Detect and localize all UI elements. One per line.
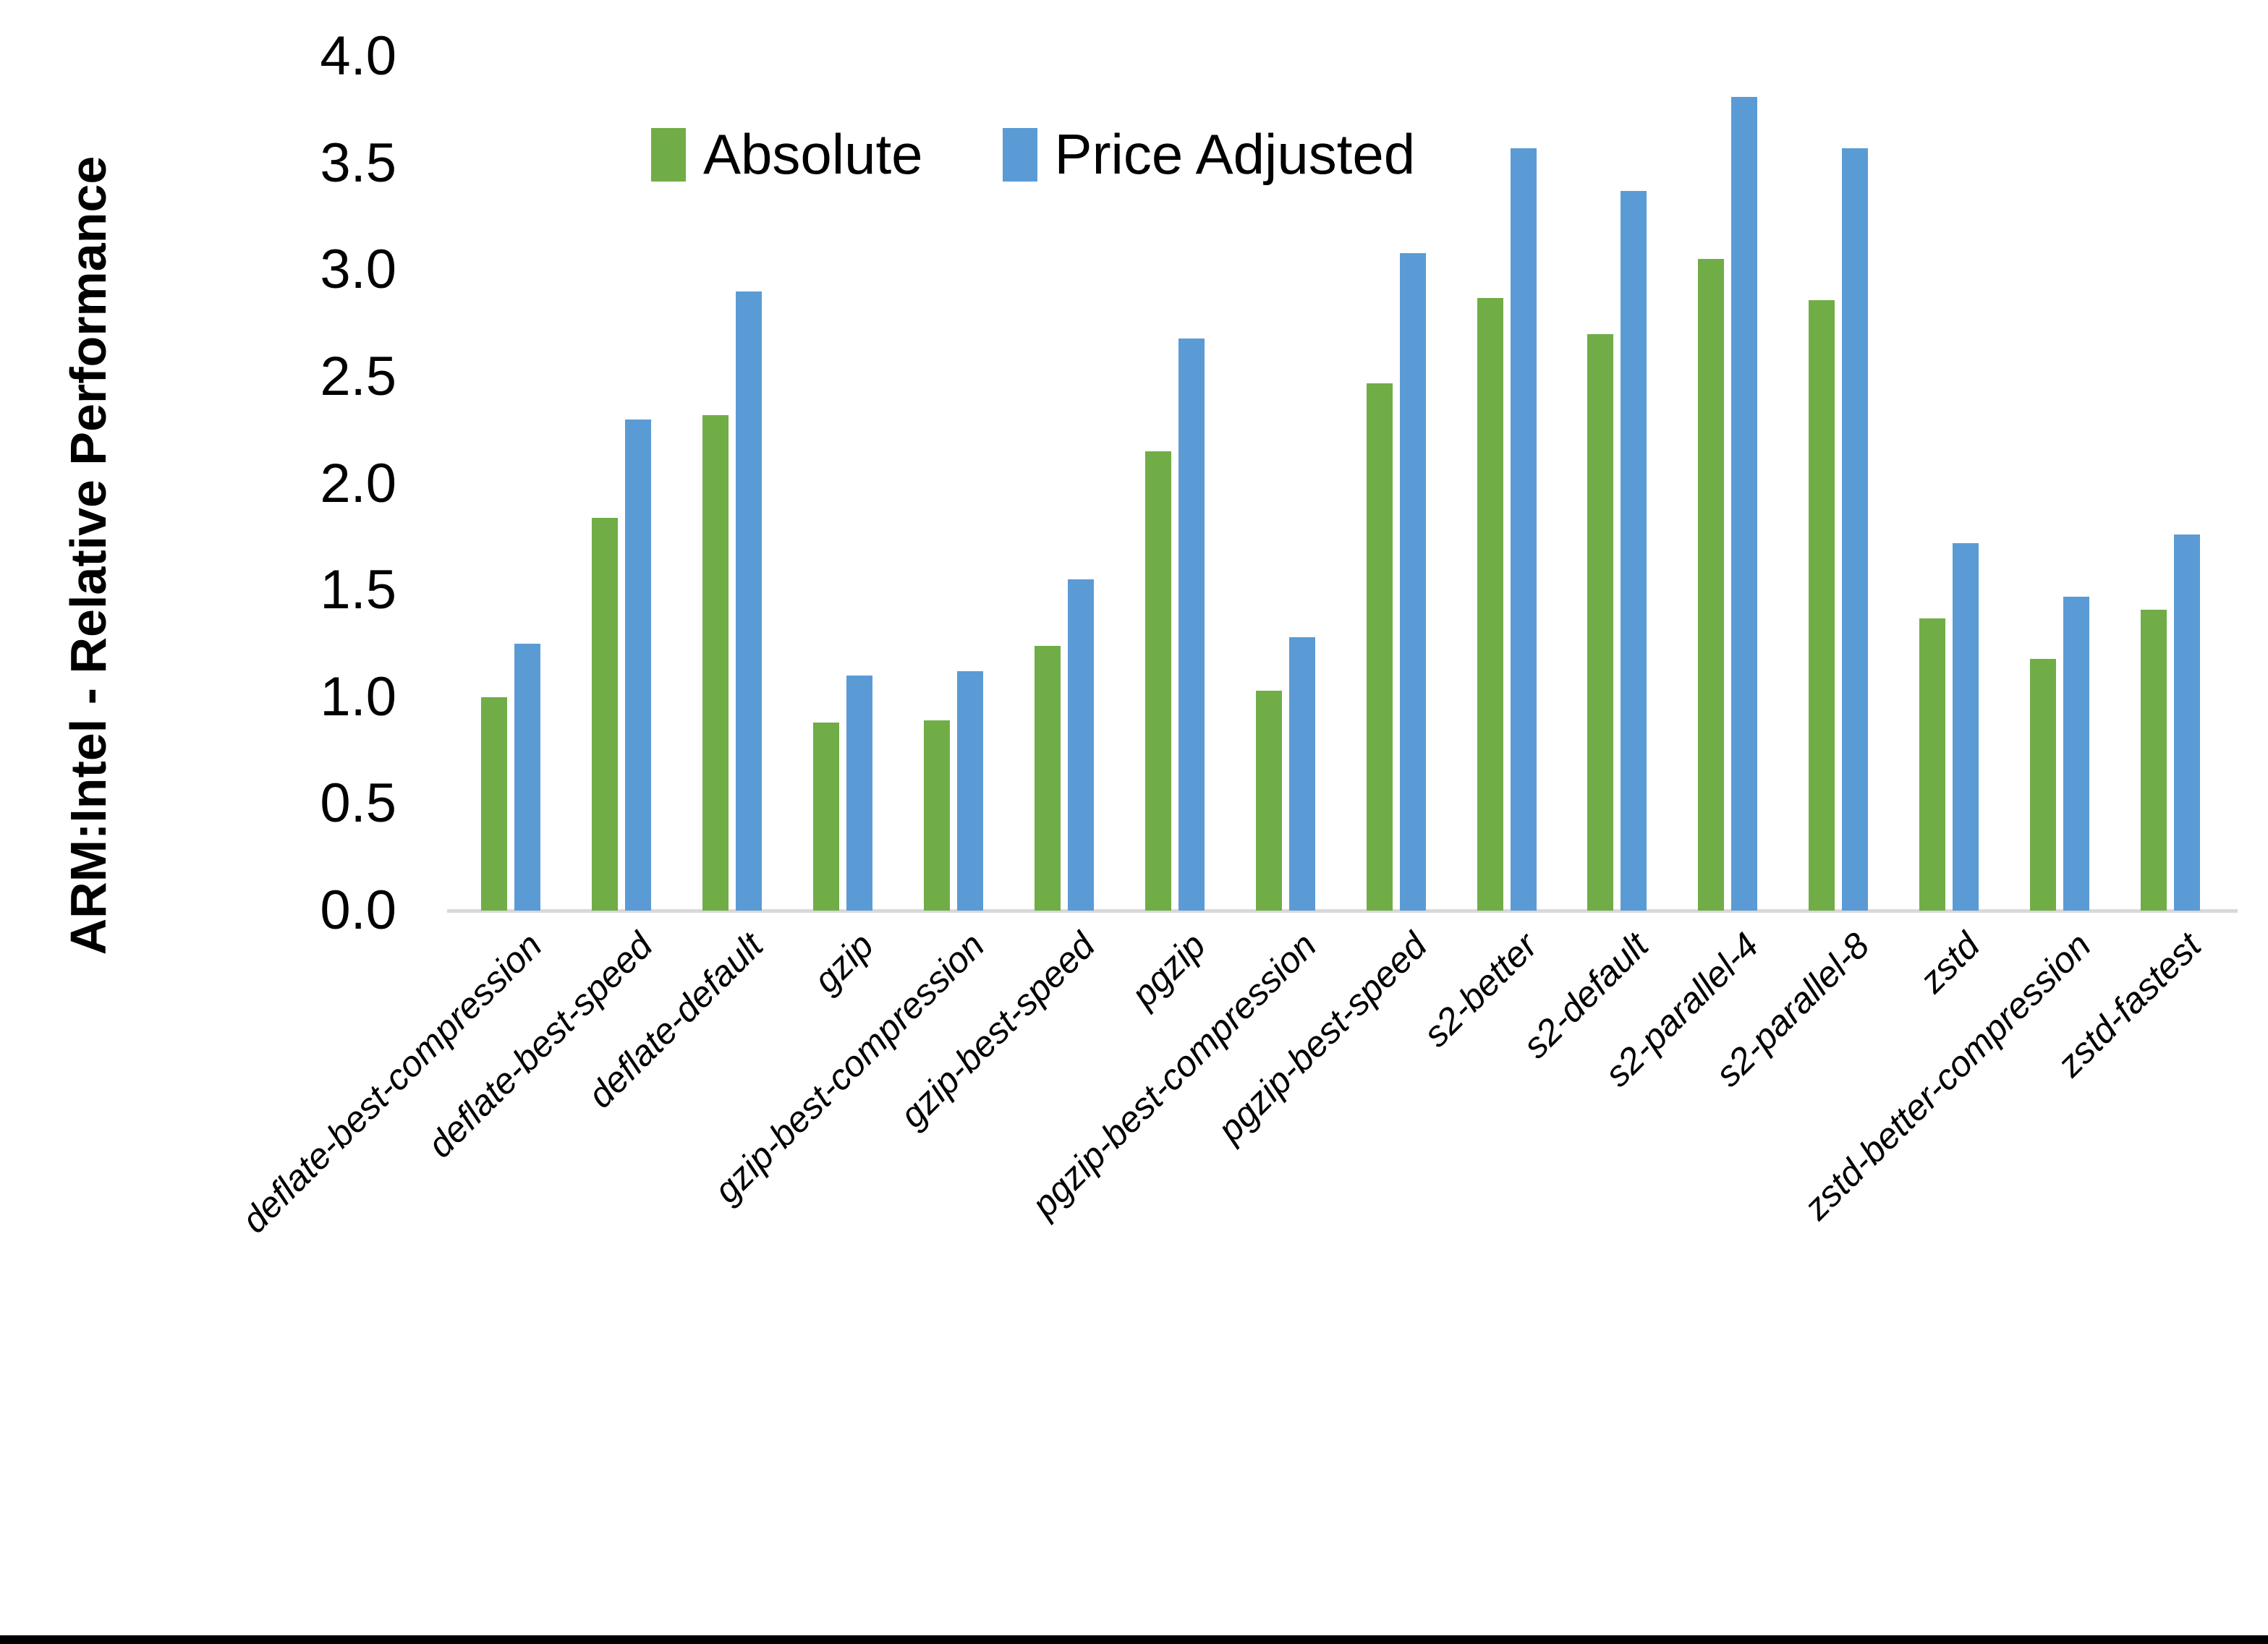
legend-swatch-icon (1002, 127, 1037, 182)
legend-item-price-adjusted: Price Adjusted (1002, 122, 1416, 187)
bar-pgzip-best-speed-absolute (1366, 383, 1393, 911)
bar-zstd-better-compression-absolute (2030, 658, 2057, 911)
bar-deflate-default-price-adjusted (736, 291, 763, 911)
bar-gzip-absolute (813, 723, 840, 911)
y-tick-label: 0.0 (320, 880, 396, 941)
bar-deflate-best-speed-absolute (592, 517, 619, 911)
x-category-label: pgzip (1124, 924, 1214, 1015)
bar-zstd-absolute (1919, 618, 1946, 911)
bar-pgzip-best-compression-absolute (1255, 690, 1282, 911)
bar-zstd-better-compression-price-adjusted (2063, 596, 2090, 911)
bar-pgzip-best-speed-price-adjusted (1399, 252, 1426, 911)
y-tick-label: 3.0 (320, 239, 396, 301)
y-tick-label: 1.0 (320, 665, 396, 728)
bar-pgzip-absolute (1144, 451, 1171, 911)
bar-gzip-best-compression-absolute (924, 720, 951, 911)
y-tick-label: 2.5 (320, 345, 396, 407)
bar-s2-parallel-4-absolute (1698, 259, 1725, 911)
bar-zstd-fastest-price-adjusted (2173, 534, 2200, 911)
x-category-label: pgzip-best-speed (1210, 924, 1435, 1150)
legend-swatch-icon (651, 127, 686, 182)
bar-s2-default-price-adjusted (1621, 191, 1647, 911)
y-tick-label: 2.0 (320, 452, 396, 514)
x-axis-line (447, 909, 2238, 913)
bar-s2-parallel-4-price-adjusted (1731, 97, 1758, 911)
y-tick-label: 4.0 (320, 25, 396, 87)
bar-zstd-fastest-absolute (2140, 609, 2167, 911)
bar-s2-parallel-8-absolute (1809, 299, 1835, 911)
bar-deflate-default-absolute (702, 415, 729, 911)
legend-label: Absolute (703, 122, 923, 186)
legend: Absolute Price Adjusted (651, 122, 1415, 187)
bar-gzip-price-adjusted (846, 676, 873, 911)
bar-s2-better-price-adjusted (1510, 148, 1537, 911)
legend-item-absolute: Absolute (651, 122, 923, 187)
bottom-border (0, 1635, 2268, 1644)
bar-gzip-best-speed-price-adjusted (1067, 579, 1094, 911)
y-tick-label: 1.5 (320, 559, 396, 621)
x-category-label: zstd (1912, 924, 1988, 1001)
bar-deflate-best-compression-absolute (481, 697, 508, 911)
bar-s2-better-absolute (1477, 297, 1503, 911)
y-axis-title: ARM:Intel - Relative Performance (60, 156, 116, 955)
bar-gzip-best-compression-price-adjusted (957, 671, 984, 911)
bar-zstd-price-adjusted (1953, 543, 1979, 911)
bar-deflate-best-speed-price-adjusted (625, 419, 652, 911)
legend-label: Price Adjusted (1054, 122, 1416, 186)
bar-pgzip-best-compression-price-adjusted (1288, 637, 1315, 911)
x-category-label: gzip (806, 924, 882, 1001)
y-tick-label: 0.5 (320, 772, 396, 835)
bar-gzip-best-speed-absolute (1034, 645, 1061, 911)
bar-pgzip-price-adjusted (1178, 338, 1205, 911)
y-tick-label: 3.5 (320, 132, 396, 194)
bar-s2-parallel-8-price-adjusted (1842, 148, 1869, 911)
bar-deflate-best-compression-price-adjusted (514, 643, 541, 911)
bar-s2-default-absolute (1587, 333, 1614, 911)
x-category-label: gzip-best-speed (892, 924, 1103, 1136)
